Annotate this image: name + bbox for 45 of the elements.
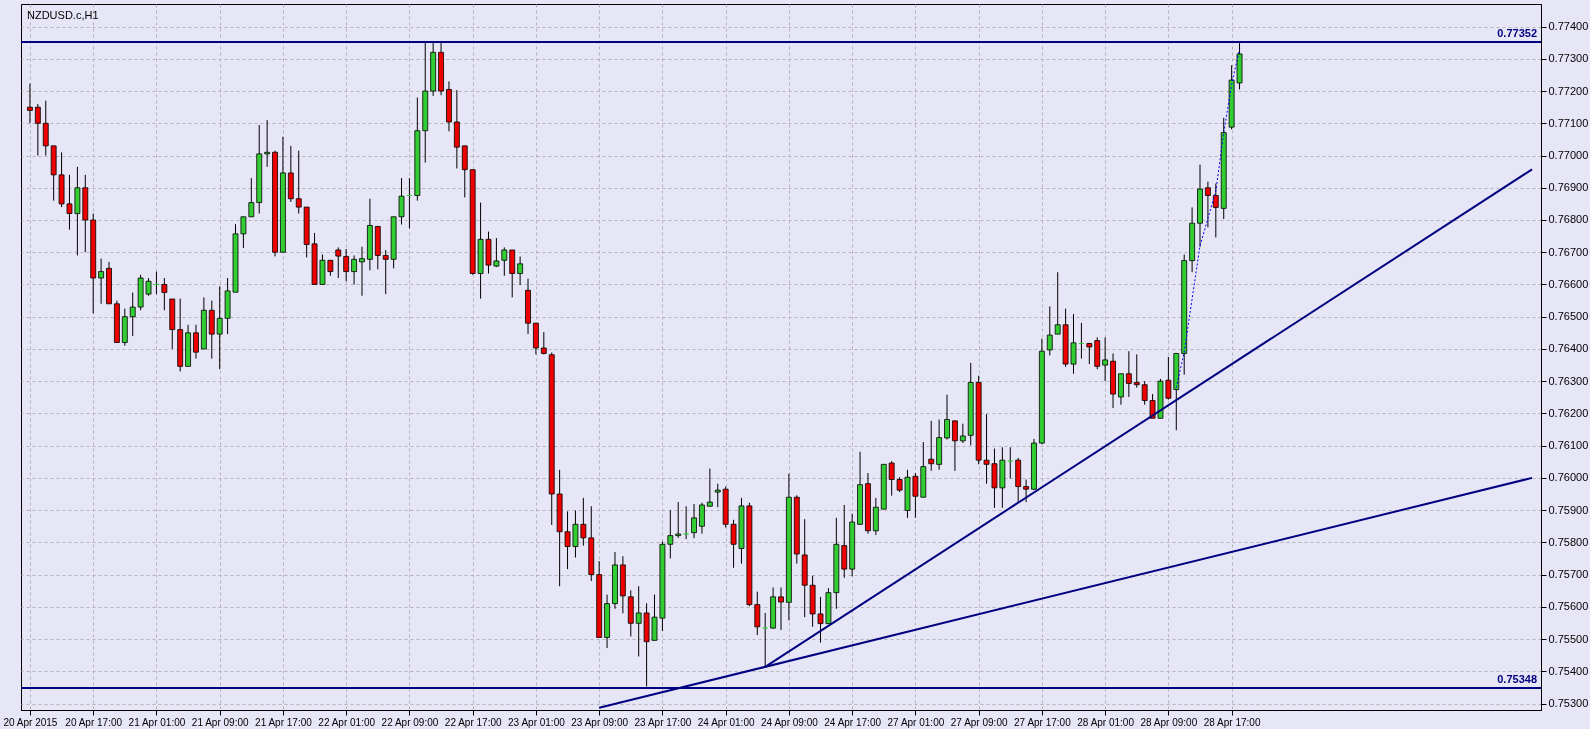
ref-line-label: 0.75348 — [1497, 673, 1537, 686]
y-tick-label: 0.75700 — [1548, 568, 1589, 581]
y-tick-label: 0.75800 — [1548, 535, 1589, 548]
y-tick-label: 0.76200 — [1548, 406, 1589, 419]
y-tick-label: 0.76400 — [1548, 342, 1589, 355]
y-tick-label: 0.76700 — [1548, 245, 1589, 258]
y-tick-label: 0.76000 — [1548, 471, 1589, 484]
x-tick-label: 23 Apr 09:00 — [571, 716, 629, 728]
x-tick-label: 27 Apr 01:00 — [887, 716, 945, 728]
x-tick-label: 22 Apr 09:00 — [381, 716, 439, 728]
x-tick-label: 23 Apr 17:00 — [634, 716, 692, 728]
y-tick-label: 0.76300 — [1548, 374, 1589, 387]
x-tick-label: 21 Apr 17:00 — [255, 716, 313, 728]
x-tick-label: 21 Apr 01:00 — [128, 716, 186, 728]
y-tick-label: 0.77000 — [1548, 149, 1589, 162]
x-tick-label: 23 Apr 01:00 — [508, 716, 566, 728]
ref-line-label: 0.77352 — [1497, 27, 1537, 40]
x-tick-label: 28 Apr 17:00 — [1203, 716, 1261, 728]
x-tick-label: 22 Apr 01:00 — [318, 716, 376, 728]
y-tick-label: 0.76500 — [1548, 310, 1589, 323]
y-tick-label: 0.75500 — [1548, 632, 1589, 645]
y-tick-label: 0.77200 — [1548, 84, 1589, 97]
x-tick-label: 27 Apr 17:00 — [1014, 716, 1072, 728]
y-tick-label: 0.75600 — [1548, 600, 1589, 613]
y-tick-label: 0.76100 — [1548, 439, 1589, 452]
chart-title: NZDUSD.c,H1 — [27, 9, 99, 21]
x-tick-label: 28 Apr 09:00 — [1140, 716, 1198, 728]
x-tick-label: 24 Apr 09:00 — [761, 716, 819, 728]
y-tick-label: 0.77400 — [1548, 20, 1589, 33]
x-tick-label: 27 Apr 09:00 — [950, 716, 1008, 728]
y-tick-label: 0.76600 — [1548, 277, 1589, 290]
y-tick-label: 0.76800 — [1548, 213, 1589, 226]
x-tick-label: 20 Apr 17:00 — [65, 716, 123, 728]
x-tick-label: 24 Apr 17:00 — [824, 716, 882, 728]
y-tick-label: 0.75900 — [1548, 503, 1589, 516]
y-tick-label: 0.75400 — [1548, 664, 1589, 677]
y-tick-label: 0.77100 — [1548, 116, 1589, 129]
x-tick-label: 24 Apr 01:00 — [697, 716, 755, 728]
y-tick-label: 0.77300 — [1548, 52, 1589, 65]
x-tick-label: 20 Apr 2015 — [3, 716, 58, 728]
x-tick-label: 22 Apr 17:00 — [444, 716, 502, 728]
x-tick-label: 28 Apr 01:00 — [1077, 716, 1135, 728]
x-tick-label: 21 Apr 09:00 — [191, 716, 249, 728]
y-tick-label: 0.76900 — [1548, 181, 1589, 194]
y-tick-label: 0.75300 — [1548, 697, 1589, 710]
